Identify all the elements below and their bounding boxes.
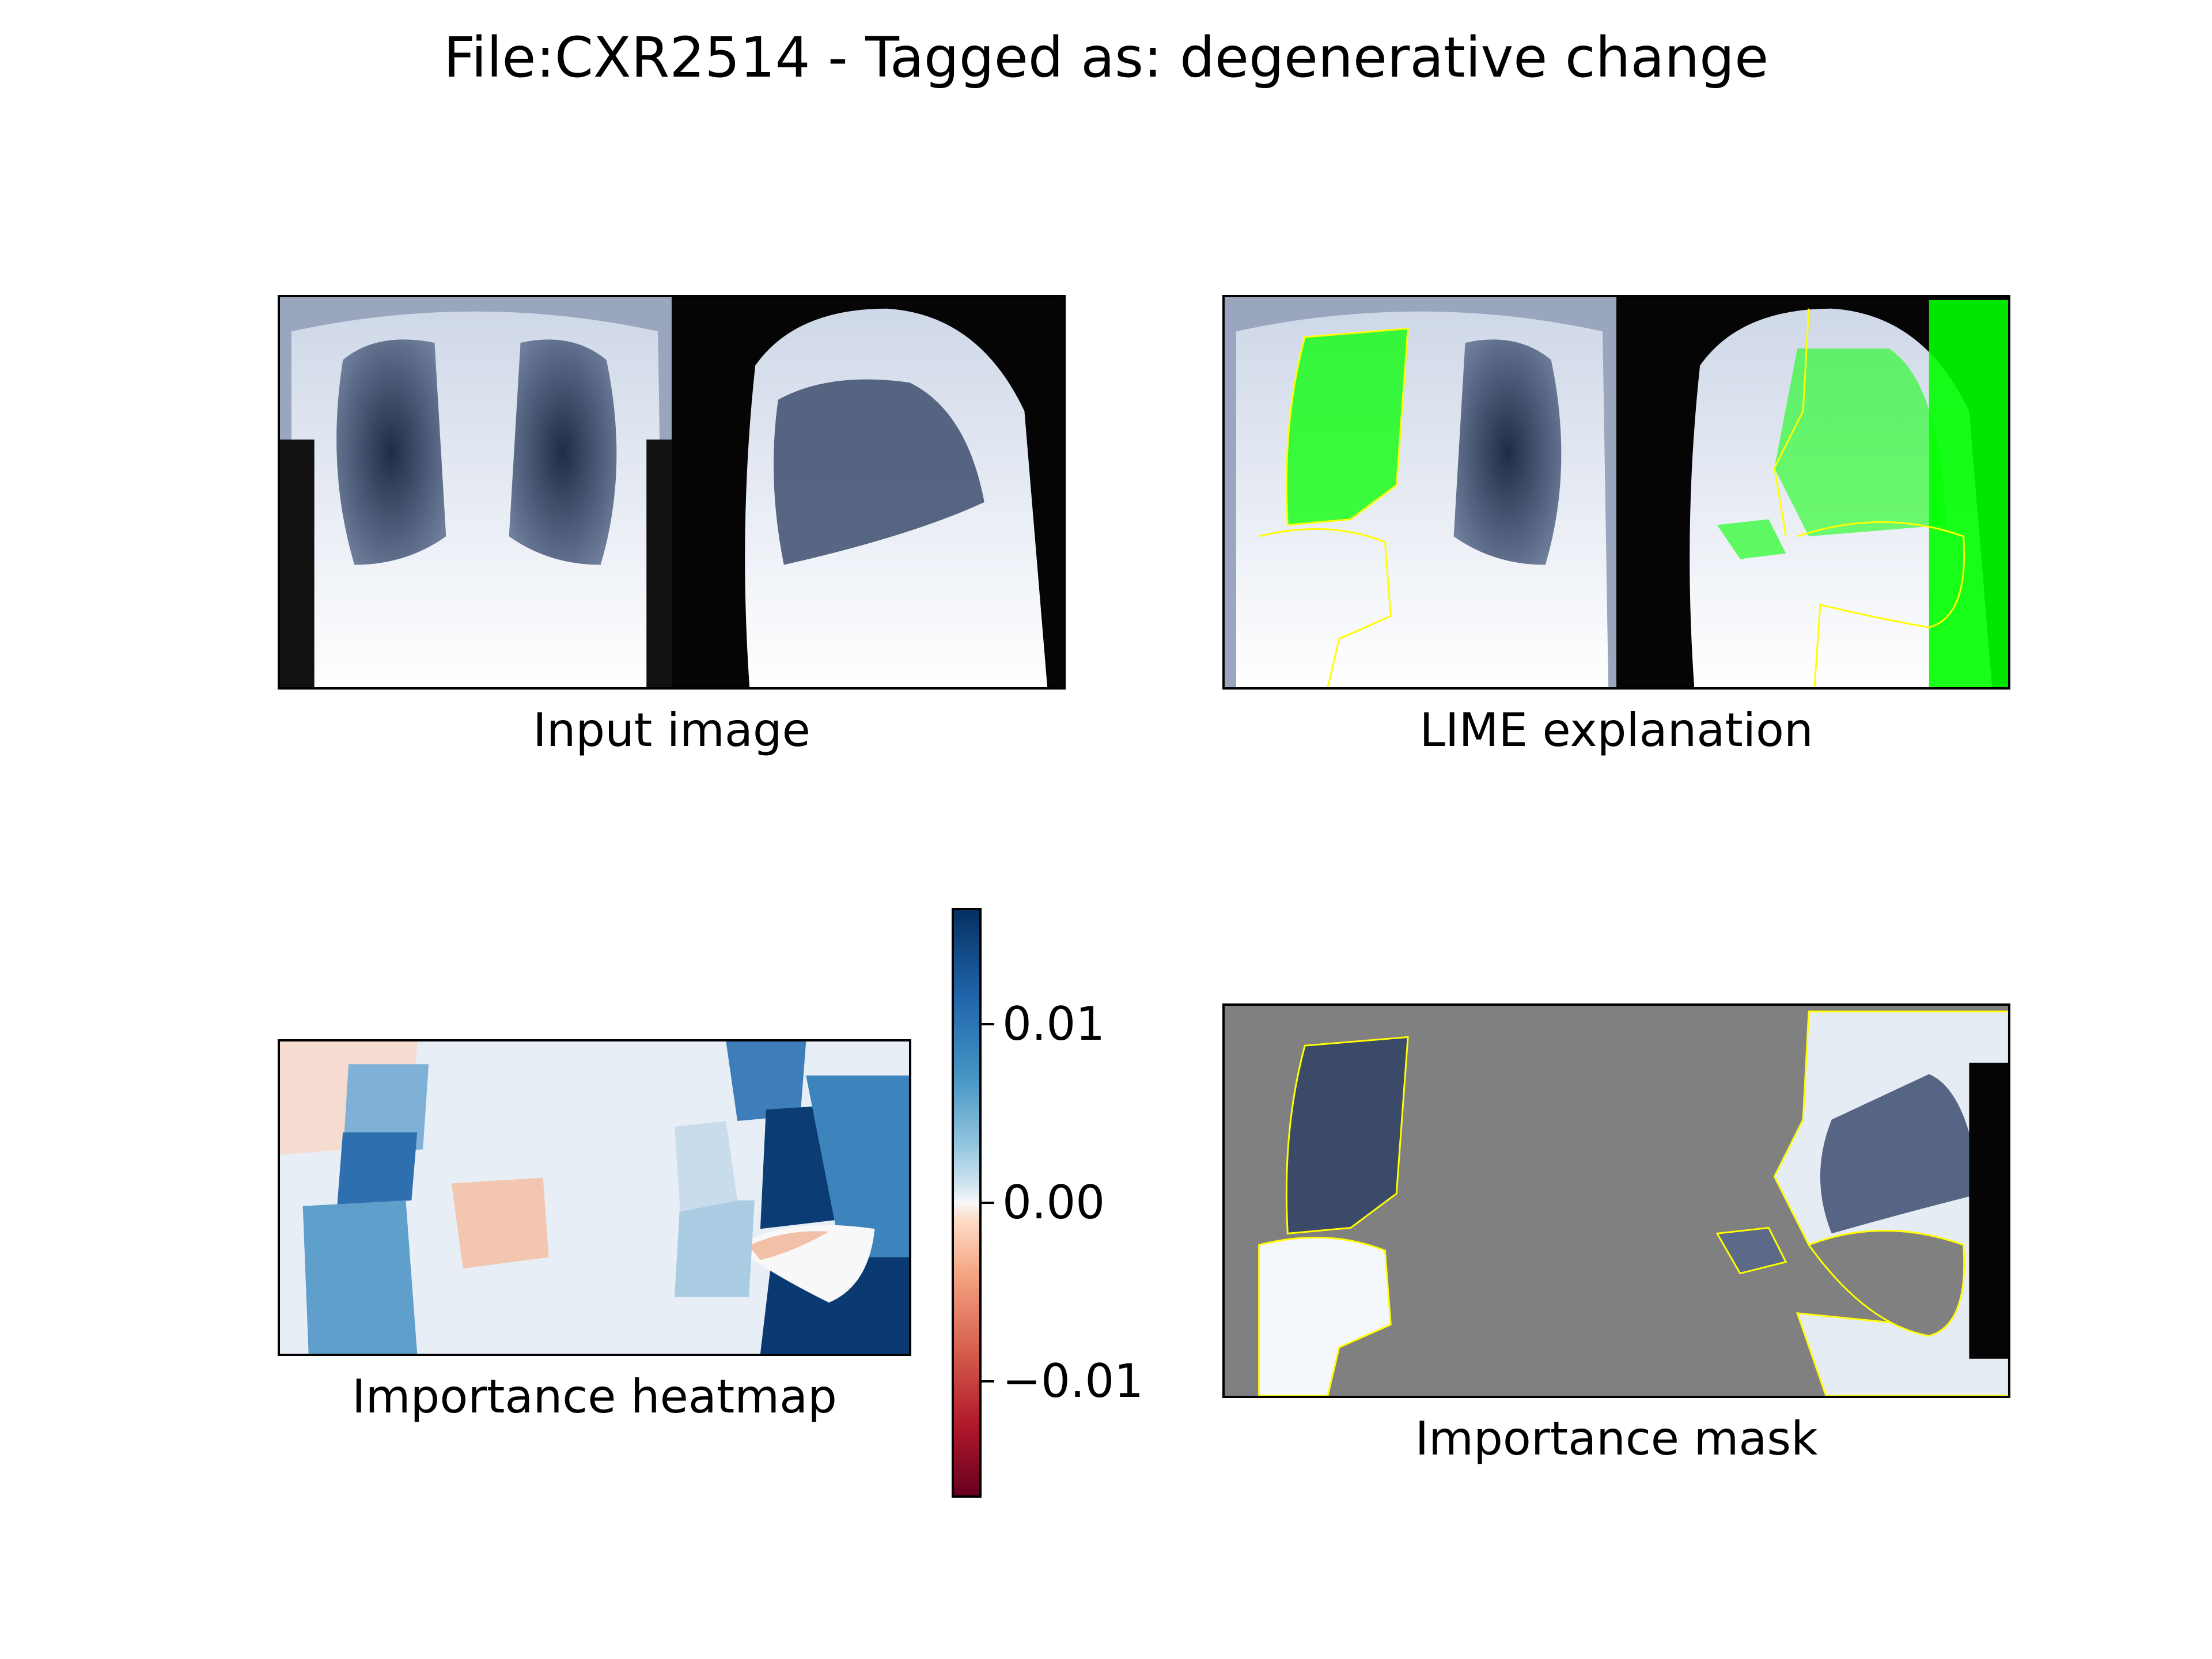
- boundary-3: [1797, 521, 1965, 687]
- input-image-caption: Input image: [533, 703, 810, 757]
- heat-segment: [337, 1132, 418, 1206]
- lime-explanation-panel: [1222, 295, 2010, 690]
- heat-segment: [674, 1120, 738, 1212]
- input-xray-image: [280, 297, 1063, 687]
- importance-mask-caption: Importance mask: [1415, 1412, 1818, 1465]
- colorbar-tick: [982, 1380, 994, 1383]
- heat-segment: [451, 1177, 549, 1269]
- highlight-region-4: [1717, 519, 1786, 559]
- colorbar-tick-label: 0.01: [1002, 997, 1105, 1051]
- colorbar-tick: [982, 1022, 994, 1025]
- mask-region-6: [1807, 1229, 1965, 1337]
- lime-xray-image: [1225, 297, 2008, 687]
- mask-image: [1225, 1006, 2008, 1396]
- importance-heatmap-caption: Importance heatmap: [352, 1370, 837, 1423]
- input-image-panel: [278, 295, 1066, 690]
- heat-segment: [302, 1200, 418, 1354]
- mask-region-5: [1969, 1062, 2008, 1359]
- heat-segment: [726, 1041, 806, 1121]
- mask-region-1: [1285, 1036, 1409, 1234]
- highlight-region-3: [1929, 300, 2008, 687]
- importance-heatmap-panel: [278, 1039, 911, 1356]
- mask-region-7: [1715, 1226, 1787, 1275]
- importance-mask-panel: [1222, 1003, 2010, 1398]
- heat-segment: [806, 1075, 909, 1280]
- lime-explanation-caption: LIME explanation: [1419, 703, 1813, 757]
- heat-segment: [749, 1231, 830, 1260]
- highlight-region-1: [1286, 328, 1408, 525]
- colorbar-tick-label: 0.00: [1002, 1176, 1105, 1229]
- colorbar: [952, 908, 982, 1498]
- heat-segment: [674, 1200, 755, 1297]
- boundary-1: [1285, 327, 1409, 526]
- mask-region-2: [1258, 1236, 1392, 1396]
- colorbar-tick-label: −0.01: [1002, 1354, 1144, 1408]
- boundary-4: [1773, 308, 1810, 537]
- highlight-region-2: [1774, 348, 1946, 537]
- colorbar-tick: [982, 1202, 994, 1204]
- figure-title: File:CXR2514 - Tagged as: degenerative c…: [443, 25, 1769, 90]
- mask-region-4: [1820, 1074, 1981, 1234]
- boundary-2: [1259, 528, 1392, 687]
- heatmap-image: [280, 1041, 909, 1354]
